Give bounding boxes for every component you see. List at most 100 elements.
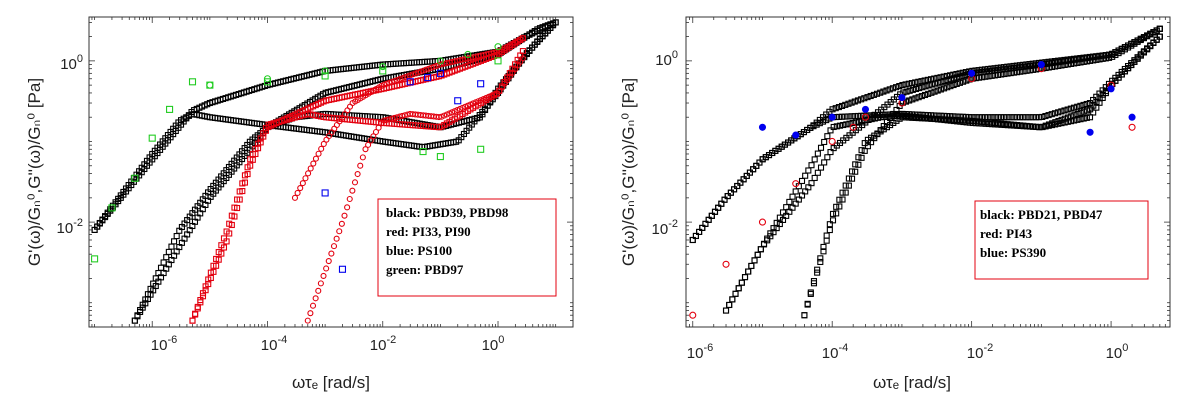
- right-black-square-point: [1144, 46, 1151, 53]
- right-black-square-point: [1080, 101, 1087, 108]
- right-black-square-point: [1032, 114, 1039, 121]
- right-black-square-point: [905, 80, 912, 87]
- right-black-square-point: [937, 116, 944, 123]
- right-black-square-point: [912, 79, 919, 86]
- right-black-square-point: [1118, 71, 1125, 78]
- right-black-square-point: [845, 100, 852, 107]
- right-black-square-point: [1023, 67, 1030, 74]
- left-blue-square-point: [477, 80, 485, 88]
- left-red-circle-point: [357, 162, 364, 169]
- left-red-square-point: [239, 180, 246, 187]
- right-black-square-point: [696, 228, 703, 235]
- right-black-square-point: [972, 118, 979, 125]
- right-black-square-point: [751, 257, 758, 264]
- left-red-square-point: [213, 255, 220, 262]
- right-black-square-point: [827, 149, 834, 156]
- right-black-square-point: [1134, 55, 1141, 62]
- left-tick-marks: [88, 17, 574, 328]
- left-red-circle-point: [318, 145, 325, 152]
- right-black-square-point: [985, 119, 992, 126]
- right-black-square-point: [770, 229, 777, 236]
- right-black-square-point: [1064, 106, 1071, 113]
- right-xtick-label: 100: [1106, 342, 1129, 362]
- right-black-square-point: [817, 255, 824, 262]
- right-black-square-point: [1090, 109, 1097, 116]
- right-black-square-point: [931, 115, 938, 122]
- right-black-square-point: [1007, 114, 1014, 121]
- left-green-square-point: [108, 204, 116, 212]
- left-red-square-point: [197, 297, 204, 304]
- right-black-square-point: [830, 123, 837, 131]
- left-red-circle-point: [381, 81, 388, 88]
- left-red-circle-point: [436, 61, 443, 69]
- right-black-square-point: [1090, 57, 1097, 64]
- right-black-square-point: [893, 106, 900, 113]
- right-black-square-point: [941, 85, 948, 92]
- left-red-square-point: [228, 212, 235, 219]
- right-black-square-point: [1048, 111, 1055, 118]
- left-black-square-point: [163, 254, 170, 261]
- left-green-square-point: [148, 134, 156, 142]
- right-black-square-point: [692, 232, 699, 240]
- right-black-square-point: [846, 120, 853, 127]
- right-black-square-point: [1020, 122, 1027, 129]
- right-legend-entry: black: PBD21, PBD47: [980, 207, 1103, 222]
- right-black-square-point: [1077, 102, 1084, 109]
- left-red-circle-point: [388, 78, 395, 85]
- left-red-circle-point: [315, 287, 322, 294]
- right-black-square-point: [805, 184, 812, 191]
- right-black-square-point: [1118, 48, 1125, 55]
- right-black-square-point: [1096, 56, 1103, 63]
- right-black-square-point: [1004, 114, 1011, 121]
- right-black-square-point: [1064, 118, 1071, 125]
- right-black-square-point: [848, 99, 855, 106]
- right-black-square-point: [912, 85, 920, 93]
- right-black-square-point: [842, 189, 849, 196]
- right-blue-circle-point: [828, 113, 836, 121]
- right-black-square-point: [867, 92, 874, 100]
- right-black-square-point: [944, 116, 951, 123]
- right-black-square-point: [1048, 63, 1055, 71]
- right-black-square-point: [941, 116, 948, 123]
- left-red-circle-point: [330, 243, 338, 250]
- right-black-square-point: [925, 115, 932, 122]
- right-black-square-point: [795, 196, 802, 203]
- right-black-square-point: [813, 121, 820, 128]
- right-black-square-point: [689, 236, 696, 244]
- right-black-square-point: [737, 179, 744, 186]
- right-black-square-point: [924, 76, 931, 83]
- right-black-square-point: [756, 159, 763, 166]
- right-black-square-point: [843, 121, 850, 128]
- right-black-square-point: [877, 89, 884, 96]
- right-black-square-point: [1010, 69, 1017, 76]
- right-black-square-point: [1058, 120, 1065, 127]
- right-black-square-point: [871, 115, 878, 122]
- right-black-square-point: [1058, 108, 1065, 115]
- right-black-square-point: [1070, 104, 1078, 111]
- right-black-square-point: [1115, 50, 1122, 57]
- left-red-circle-point: [386, 79, 393, 86]
- left-black-square-point: [168, 243, 175, 250]
- right-black-square-point: [792, 200, 799, 207]
- right-black-square-point: [836, 122, 844, 129]
- right-black-square-point: [1036, 124, 1043, 131]
- right-black-square-point: [726, 301, 733, 309]
- right-black-square-point: [792, 188, 799, 195]
- right-black-square-point: [823, 232, 830, 239]
- right-red-circle-point: [849, 123, 857, 131]
- right-tick-marks: [685, 17, 1171, 328]
- right-black-square-point: [1042, 123, 1049, 130]
- right-black-square-point: [925, 82, 932, 89]
- right-black-square-point: [1055, 120, 1062, 127]
- left-red-circle-point: [412, 70, 419, 77]
- right-black-square-point: [801, 312, 808, 319]
- right-black-square-point: [821, 159, 828, 166]
- right-black-square-point: [909, 86, 916, 93]
- left-red-square-point: [519, 48, 526, 55]
- right-black-square-point: [1102, 55, 1109, 62]
- right-black-square-point: [988, 114, 995, 121]
- right-black-square-point: [1077, 116, 1084, 123]
- left-black-square-point: [160, 259, 167, 266]
- right-black-square-point: [757, 246, 764, 253]
- right-black-square-point: [960, 117, 967, 124]
